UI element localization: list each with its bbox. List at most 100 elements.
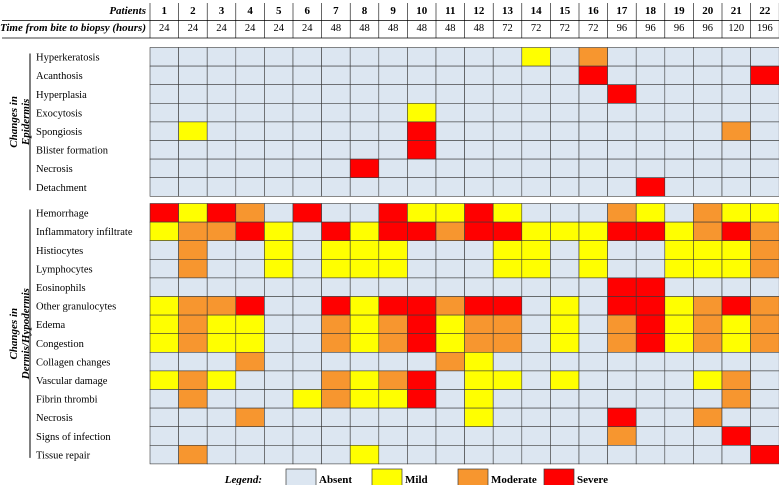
heatmap-cell <box>464 240 494 260</box>
heatmap-cell <box>607 370 637 390</box>
time-header-label: Time from bite to biopsy (hours) <box>0 22 146 34</box>
finding-label: Inflammatory infiltrate <box>36 227 133 238</box>
heatmap-cell <box>607 221 637 242</box>
finding-label: Detachment <box>36 183 87 194</box>
patient-number: 10 <box>416 5 428 17</box>
heatmap-cell <box>349 47 380 67</box>
heatmap-cell <box>349 389 380 409</box>
heatmap-cell <box>435 314 465 335</box>
heatmap-cell <box>521 426 551 446</box>
heatmap-cell <box>349 203 380 223</box>
heatmap-cell <box>435 351 465 372</box>
heatmap-cell <box>235 277 265 297</box>
heatmap-cell <box>492 177 523 197</box>
heatmap-cell <box>235 389 265 409</box>
heatmap-cell <box>206 444 237 465</box>
heatmap-cell <box>378 121 408 141</box>
heatmap-cell <box>349 296 380 316</box>
heatmap-cell <box>149 84 179 104</box>
heatmap-cell <box>178 203 208 223</box>
biopsy-time-value: 48 <box>359 23 370 34</box>
heatmap-cell <box>149 103 179 123</box>
heatmap-cell <box>664 426 694 446</box>
heatmap-cell <box>407 140 437 160</box>
heatmap-cell <box>750 389 779 409</box>
heatmap-cell <box>550 240 580 260</box>
heatmap-cell <box>550 277 580 297</box>
heatmap-cell <box>178 258 208 279</box>
heatmap-cell <box>464 296 494 316</box>
heatmap-cell <box>435 240 465 260</box>
heatmap-cell <box>235 140 265 160</box>
patient-number: 11 <box>445 5 455 17</box>
heatmap-cell <box>378 177 408 197</box>
heatmap-cell <box>149 444 179 465</box>
heatmap-cell <box>750 333 779 353</box>
heatmap-cell <box>464 158 494 179</box>
finding-label: Edema <box>36 320 65 331</box>
heatmap-cell <box>149 277 179 297</box>
heatmap-cell <box>578 84 608 104</box>
heatmap-cell <box>607 258 637 279</box>
heatmap-cell <box>206 426 237 446</box>
heatmap-cell <box>492 65 523 85</box>
finding-label: Necrosis <box>36 164 73 175</box>
heatmap-cell <box>635 333 666 353</box>
heatmap-cell <box>521 203 551 223</box>
heatmap-cell <box>264 47 294 67</box>
heatmap-cell <box>264 121 294 141</box>
heatmap-cell <box>378 277 408 297</box>
heatmap-cell <box>492 314 523 335</box>
heatmap-cell <box>292 333 322 353</box>
heatmap-cell <box>693 121 723 141</box>
heatmap-cell <box>464 103 494 123</box>
heatmap-cell <box>635 370 666 390</box>
heatmap-cell <box>550 103 580 123</box>
heatmap-cell <box>721 65 751 85</box>
heatmap-cell <box>721 158 751 179</box>
heatmap-cell <box>435 84 465 104</box>
heatmap-cell <box>492 296 523 316</box>
heatmap-cell <box>407 444 437 465</box>
biopsy-time-value: 96 <box>645 23 656 34</box>
heatmap-cell <box>378 370 408 390</box>
heatmap-cell <box>464 84 494 104</box>
heatmap-cell <box>349 277 380 297</box>
heatmap-cell <box>521 351 551 372</box>
heatmap-cell <box>206 65 237 85</box>
heatmap-cell <box>178 296 208 316</box>
heatmap-cell <box>607 351 637 372</box>
finding-label: Fibrin thrombi <box>36 395 98 406</box>
finding-label: Spongiosis <box>36 127 82 138</box>
heatmap-cell <box>521 296 551 316</box>
heatmap-cell <box>664 203 694 223</box>
heatmap-cell <box>178 426 208 446</box>
biopsy-time-value: 72 <box>502 23 513 34</box>
heatmap-cell <box>635 277 666 297</box>
heatmap-cell <box>693 158 723 179</box>
heatmap-cell <box>292 84 322 104</box>
heatmap-cell <box>407 47 437 67</box>
heatmap-cell <box>292 140 322 160</box>
heatmap-cell <box>550 314 580 335</box>
heatmap-cell <box>235 84 265 104</box>
heatmap-cell <box>464 47 494 67</box>
heatmap-cell <box>349 121 380 141</box>
heatmap-cell <box>292 426 322 446</box>
heatmap-cell <box>721 296 751 316</box>
heatmap-cell <box>206 407 237 428</box>
biopsy-time-value: 96 <box>617 23 628 34</box>
heatmap-cell <box>550 47 580 67</box>
heatmap-cell <box>492 258 523 279</box>
heatmap-cell <box>550 65 580 85</box>
heatmap-cell <box>492 221 523 242</box>
heatmap-cell <box>407 426 437 446</box>
heatmap-cell <box>435 333 465 353</box>
heatmap-cell <box>664 103 694 123</box>
patient-number: 2 <box>190 5 196 17</box>
heatmap-cell <box>178 351 208 372</box>
heatmap-cell <box>550 221 580 242</box>
heatmap-cell <box>750 221 779 242</box>
heatmap-cell <box>292 177 322 197</box>
